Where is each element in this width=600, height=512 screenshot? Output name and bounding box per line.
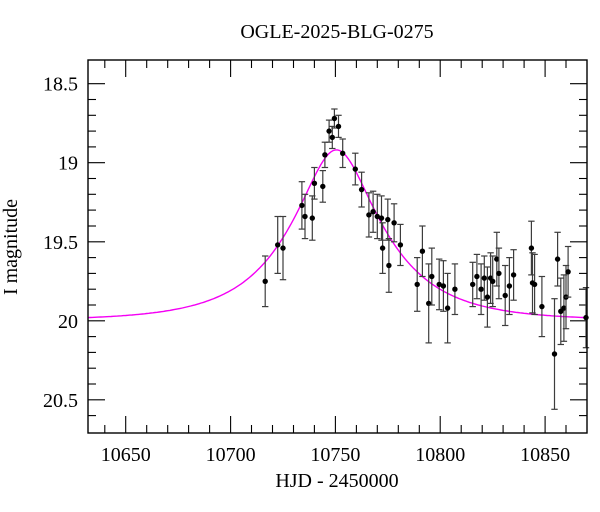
x-tick-label: 10650 [101, 444, 151, 466]
data-point [474, 273, 480, 280]
x-tick-label: 10850 [520, 444, 570, 466]
data-point [320, 183, 326, 190]
data-point [309, 215, 315, 221]
data-point [378, 215, 385, 221]
data-point [554, 256, 561, 262]
data-point [299, 202, 305, 209]
data-point [331, 115, 338, 122]
x-tick-label: 10750 [310, 444, 360, 466]
data-point [481, 275, 487, 281]
data-point [506, 283, 513, 289]
y-tick-label: 20.5 [43, 390, 78, 412]
data-point [494, 256, 500, 262]
data-point [551, 351, 558, 357]
data-point [370, 209, 376, 215]
x-tick-label: 10800 [415, 444, 465, 466]
data-point [565, 269, 571, 275]
y-tick-label: 19.5 [43, 232, 78, 254]
data-point [358, 186, 365, 193]
data-point [340, 150, 346, 156]
data-point [436, 281, 442, 288]
data-point [386, 262, 392, 269]
data-point [478, 286, 484, 292]
y-tick-label: 18.5 [43, 74, 78, 96]
x-tick-label: 10700 [206, 444, 256, 466]
data-point [561, 305, 567, 311]
data-point [374, 213, 380, 220]
data-point [302, 213, 308, 220]
data-point [262, 278, 268, 284]
y-tick-label: 19 [58, 153, 78, 175]
plot-frame [87, 59, 588, 434]
model-curve-group [87, 149, 588, 319]
model-curve [87, 149, 588, 319]
data-point [539, 303, 545, 310]
data-point [379, 245, 386, 251]
data-point [440, 283, 447, 289]
tick-labels-group: 10650 10700 10750 10800 10850 18.5 19 19.5 20 20.… [43, 74, 570, 466]
data-point [470, 281, 476, 288]
data-point [322, 152, 328, 158]
data-point [280, 245, 286, 251]
data-point [329, 134, 335, 141]
data-point [414, 281, 420, 288]
data-points-group [262, 108, 590, 410]
x-axis-title: HJD - 2450000 [275, 470, 398, 492]
data-point [510, 272, 517, 278]
data-point [452, 286, 458, 292]
data-point [490, 278, 496, 284]
data-point [385, 216, 391, 223]
data-point [496, 270, 502, 277]
data-point [397, 242, 404, 248]
data-point [326, 128, 332, 134]
data-point [275, 242, 281, 248]
axis-ticks [88, 60, 587, 433]
y-axis-title: I magnitude [0, 199, 22, 295]
data-point [583, 314, 589, 321]
data-point [531, 281, 538, 288]
y-tick-label: 20 [58, 311, 78, 333]
data-point [335, 123, 342, 130]
data-point [419, 248, 426, 254]
data-point [444, 305, 451, 311]
data-point [311, 180, 318, 186]
data-point [528, 245, 535, 251]
chart-title: OGLE-2025-BLG-0275 [240, 21, 433, 43]
data-point [391, 220, 397, 226]
data-point [484, 294, 491, 300]
data-point [429, 273, 435, 280]
data-point [502, 292, 508, 299]
data-point [352, 166, 358, 172]
data-point [366, 212, 372, 218]
